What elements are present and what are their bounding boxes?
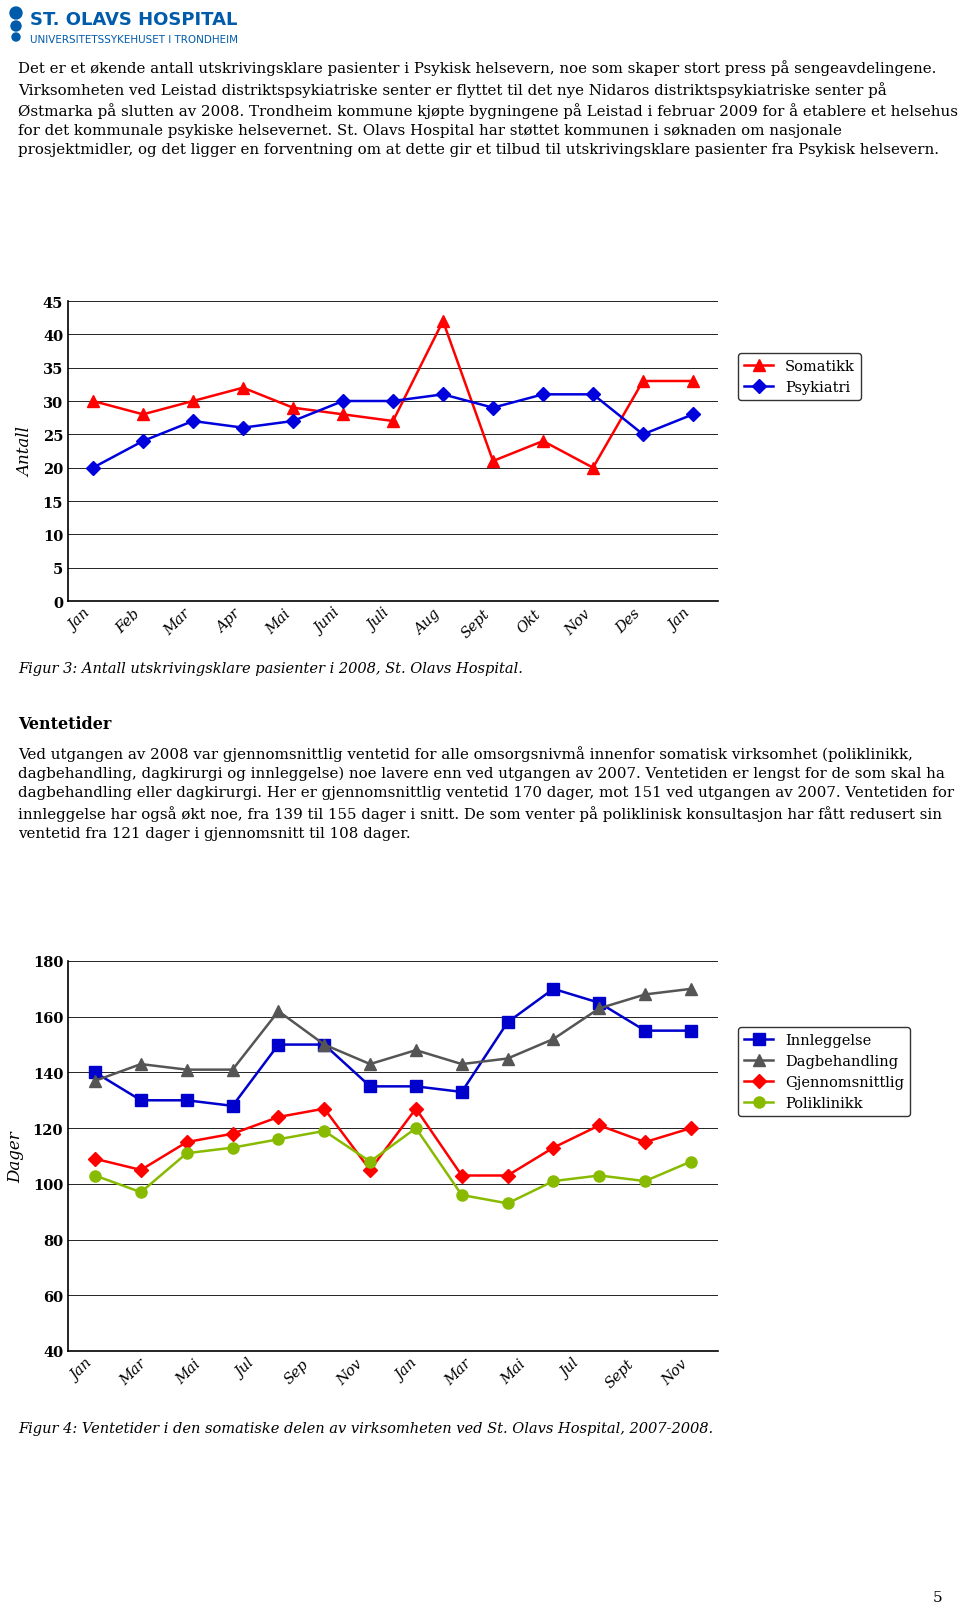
Innleggelse [685, 1021, 697, 1040]
Gjennomsnittlig [547, 1138, 559, 1157]
Text: ST. OLAVS HOSPITAL: ST. OLAVS HOSPITAL [30, 11, 237, 29]
Circle shape [12, 34, 20, 42]
Dagbehandling [181, 1060, 193, 1079]
Innleggelse [593, 993, 605, 1013]
Dagbehandling [273, 1001, 284, 1021]
Line: Poliklinikk: Poliklinikk [89, 1123, 696, 1209]
Innleggelse [502, 1013, 514, 1032]
Circle shape [10, 8, 22, 19]
Innleggelse [410, 1078, 421, 1097]
Text: UNIVERSITETSSYKEHUSET I TRONDHEIM: UNIVERSITETSSYKEHUSET I TRONDHEIM [30, 36, 238, 45]
Line: Innleggelse: Innleggelse [89, 984, 696, 1112]
Dagbehandling [685, 980, 697, 1000]
Poliklinikk [593, 1165, 605, 1185]
Innleggelse [181, 1091, 193, 1110]
Gjennomsnittlig [227, 1125, 238, 1144]
Innleggelse [365, 1078, 376, 1097]
Dagbehandling [547, 1029, 559, 1048]
Innleggelse [273, 1035, 284, 1055]
Gjennomsnittlig [685, 1118, 697, 1138]
Poliklinikk [502, 1195, 514, 1214]
Line: Dagbehandling: Dagbehandling [89, 984, 696, 1087]
Dagbehandling [319, 1035, 330, 1055]
Gjennomsnittlig [593, 1117, 605, 1136]
Dagbehandling [456, 1055, 468, 1074]
Poliklinikk [639, 1172, 651, 1191]
Dagbehandling [502, 1048, 514, 1068]
Poliklinikk [135, 1183, 147, 1203]
Legend: Somatikk, Psykiatri: Somatikk, Psykiatri [738, 354, 861, 401]
Dagbehandling [227, 1060, 238, 1079]
Innleggelse [135, 1091, 147, 1110]
Gjennomsnittlig [410, 1099, 421, 1118]
Innleggelse [227, 1097, 238, 1117]
Gjennomsnittlig [89, 1149, 101, 1169]
Gjennomsnittlig [502, 1165, 514, 1185]
Line: Gjennomsnittlig: Gjennomsnittlig [90, 1104, 696, 1180]
Innleggelse [456, 1083, 468, 1102]
Text: Ved utgangen av 2008 var gjennomsnittlig ventetid for alle omsorgsnivmå innenfor: Ved utgangen av 2008 var gjennomsnittlig… [18, 745, 954, 841]
Gjennomsnittlig [639, 1133, 651, 1152]
Y-axis label: Antall: Antall [17, 427, 35, 477]
Dagbehandling [89, 1071, 101, 1091]
Text: Figur 3: Antall utskrivingsklare pasienter i 2008, St. Olavs Hospital.: Figur 3: Antall utskrivingsklare pasient… [18, 662, 523, 675]
Dagbehandling [365, 1055, 376, 1074]
Text: Figur 4: Ventetider i den somatiske delen av virksomheten ved St. Olavs Hospital: Figur 4: Ventetider i den somatiske dele… [18, 1422, 713, 1435]
Text: 5: 5 [932, 1591, 942, 1604]
Innleggelse [89, 1063, 101, 1083]
Y-axis label: Dager: Dager [8, 1131, 24, 1182]
Gjennomsnittlig [319, 1099, 330, 1118]
Dagbehandling [593, 1000, 605, 1019]
Innleggelse [319, 1035, 330, 1055]
Poliklinikk [89, 1165, 101, 1185]
Gjennomsnittlig [181, 1133, 193, 1152]
Gjennomsnittlig [365, 1160, 376, 1180]
Innleggelse [639, 1021, 651, 1040]
Legend: Innleggelse, Dagbehandling, Gjennomsnittlig, Poliklinikk: Innleggelse, Dagbehandling, Gjennomsnitt… [738, 1027, 910, 1117]
Dagbehandling [410, 1040, 421, 1060]
Dagbehandling [135, 1055, 147, 1074]
Poliklinikk [456, 1185, 468, 1204]
Text: Det er et økende antall utskrivingsklare pasienter i Psykisk helsevern, noe som : Det er et økende antall utskrivingsklare… [18, 60, 958, 157]
Gjennomsnittlig [456, 1165, 468, 1185]
Poliklinikk [685, 1152, 697, 1172]
Gjennomsnittlig [135, 1160, 147, 1180]
Dagbehandling [639, 985, 651, 1005]
Poliklinikk [547, 1172, 559, 1191]
Poliklinikk [365, 1152, 376, 1172]
Poliklinikk [273, 1130, 284, 1149]
Text: Ventetider: Ventetider [18, 716, 111, 732]
Poliklinikk [227, 1138, 238, 1157]
Poliklinikk [319, 1121, 330, 1141]
Poliklinikk [410, 1118, 421, 1138]
Gjennomsnittlig [273, 1107, 284, 1126]
Innleggelse [547, 980, 559, 1000]
Poliklinikk [181, 1144, 193, 1164]
Circle shape [11, 23, 21, 32]
